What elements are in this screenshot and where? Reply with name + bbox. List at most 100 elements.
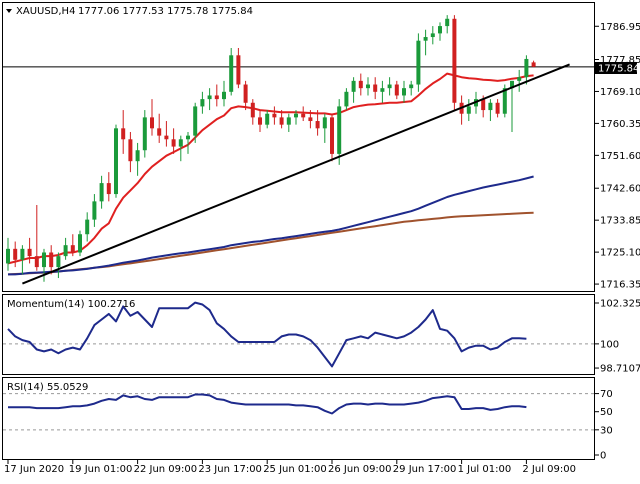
reference-lines — [3, 66, 594, 431]
candle-body — [186, 135, 190, 140]
candle-body — [452, 18, 457, 103]
price-tick-label: 1725.10 — [600, 248, 640, 259]
candle-body — [56, 256, 61, 268]
rsi-pane — [2, 377, 595, 460]
candle-body — [243, 84, 248, 103]
candle-body — [142, 117, 147, 151]
time-tick-label: 2 Jul 09:00 — [522, 464, 576, 475]
candle-body — [49, 252, 54, 268]
time-tick-label: 29 Jun 17:00 — [393, 464, 457, 475]
current-price-label: 1775.84 — [598, 64, 639, 75]
candle-body — [229, 55, 234, 92]
rsi-tick-label: 30 — [600, 425, 613, 436]
candle-body — [222, 91, 226, 100]
candle-body — [315, 121, 320, 129]
candle-body — [502, 88, 507, 114]
rsi-line — [8, 393, 527, 415]
candle-body — [308, 117, 313, 122]
time-tick-label: 17 Jun 2020 — [4, 464, 64, 475]
time-tick-label: 25 Jun 01:00 — [263, 464, 327, 475]
candle-body — [294, 113, 298, 118]
candle-body — [438, 26, 442, 34]
price-tick-label: 1786.95 — [600, 22, 640, 33]
candle-body — [344, 91, 349, 107]
candle-body — [6, 248, 10, 264]
momentum-tick-label: 100 — [600, 339, 619, 350]
indicator-lines — [7, 301, 527, 415]
time-tick-label: 1 Jul 01:00 — [458, 464, 512, 475]
price-tick-label: 1777.85 — [600, 55, 640, 66]
candle-body — [20, 248, 25, 260]
candle-body — [27, 248, 32, 257]
candle-body — [524, 58, 529, 78]
momentum-tick-label: 98.7107 — [600, 364, 640, 375]
candle-body — [78, 234, 82, 253]
candle-body — [416, 40, 421, 85]
candle-body — [34, 256, 39, 268]
candle-body — [171, 139, 176, 147]
time-tick-label: 23 Jun 17:00 — [198, 464, 262, 475]
moving-averages — [7, 72, 534, 276]
candle-body — [99, 183, 104, 202]
candle-body — [272, 113, 277, 118]
candle-body — [114, 128, 118, 195]
candle-body — [337, 106, 342, 154]
candle-body — [279, 117, 284, 125]
candle-body — [517, 77, 522, 81]
candle-body — [258, 117, 262, 125]
ma-blue-line — [8, 175, 534, 276]
candle-body — [373, 84, 378, 92]
price-tick-label: 1742.60 — [600, 184, 640, 195]
candle-body — [488, 102, 493, 111]
candle-body — [164, 135, 169, 140]
candle-body — [214, 95, 219, 100]
candle-body — [193, 106, 198, 136]
candle-body — [150, 117, 154, 129]
momentum-axis: 102.3253 100 98.7107 — [595, 299, 640, 375]
candle-body — [63, 245, 68, 257]
candle-body — [178, 139, 183, 147]
candle-body — [70, 245, 75, 253]
price-tick-label: 1716.35 — [600, 280, 640, 291]
candle-body — [85, 219, 90, 235]
ma-red-line — [7, 72, 534, 265]
candle-body — [207, 95, 212, 100]
candle-body — [265, 113, 270, 125]
price-tick-label: 1760.35 — [600, 119, 640, 130]
candle-body — [423, 37, 428, 41]
candle-body — [286, 117, 291, 125]
momentum-tick-label: 102.3253 — [600, 299, 640, 310]
time-tick-label: 26 Jun 09:00 — [328, 464, 392, 475]
candle-body — [366, 84, 370, 89]
candle-body — [481, 99, 486, 111]
candle-body — [358, 80, 363, 89]
candle-body — [351, 80, 356, 92]
candle-body — [135, 150, 140, 162]
rsi-axis: 70 50 30 0 — [595, 389, 613, 462]
candle-body — [200, 99, 205, 107]
rsi-tick-label: 70 — [600, 389, 613, 400]
candle-body — [510, 80, 514, 89]
time-tick-label: 19 Jun 01:00 — [69, 464, 133, 475]
candle-body — [330, 117, 334, 154]
candle-body — [387, 84, 392, 89]
candle-body — [13, 248, 18, 260]
candle-body — [409, 84, 414, 89]
candle-body — [495, 102, 500, 114]
candle-body — [466, 106, 471, 114]
symbol-label: XAUUSD,H4 — [16, 6, 75, 17]
ohlc-readout: 1777.06 1777.53 1775.78 1775.84 — [78, 6, 253, 17]
rsi-title: RSI(14) 55.0529 — [7, 382, 88, 393]
candle-body — [157, 128, 162, 136]
candle-body — [106, 183, 111, 195]
chevron-down-icon[interactable] — [6, 9, 12, 13]
candle-body — [42, 252, 46, 268]
price-tick-label: 1733.85 — [600, 216, 640, 227]
candle-body — [402, 88, 406, 96]
trendline-group — [22, 63, 570, 285]
candle-body — [236, 55, 241, 85]
candle-body — [445, 18, 450, 27]
candle-body — [322, 117, 327, 129]
